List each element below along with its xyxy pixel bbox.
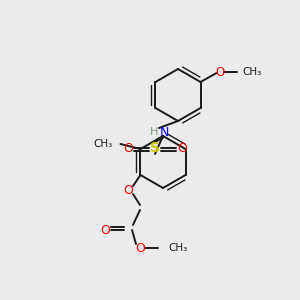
Text: O: O [135,242,145,254]
Text: O: O [177,142,187,154]
Text: S: S [150,141,160,155]
Text: O: O [123,184,133,196]
Text: O: O [215,65,224,79]
Text: O: O [123,142,133,154]
Text: CH₃: CH₃ [93,139,112,149]
Text: CH₃: CH₃ [168,243,187,253]
Text: CH₃: CH₃ [242,67,262,77]
Text: N: N [159,125,169,139]
Text: H: H [150,127,158,137]
Text: O: O [100,224,110,236]
